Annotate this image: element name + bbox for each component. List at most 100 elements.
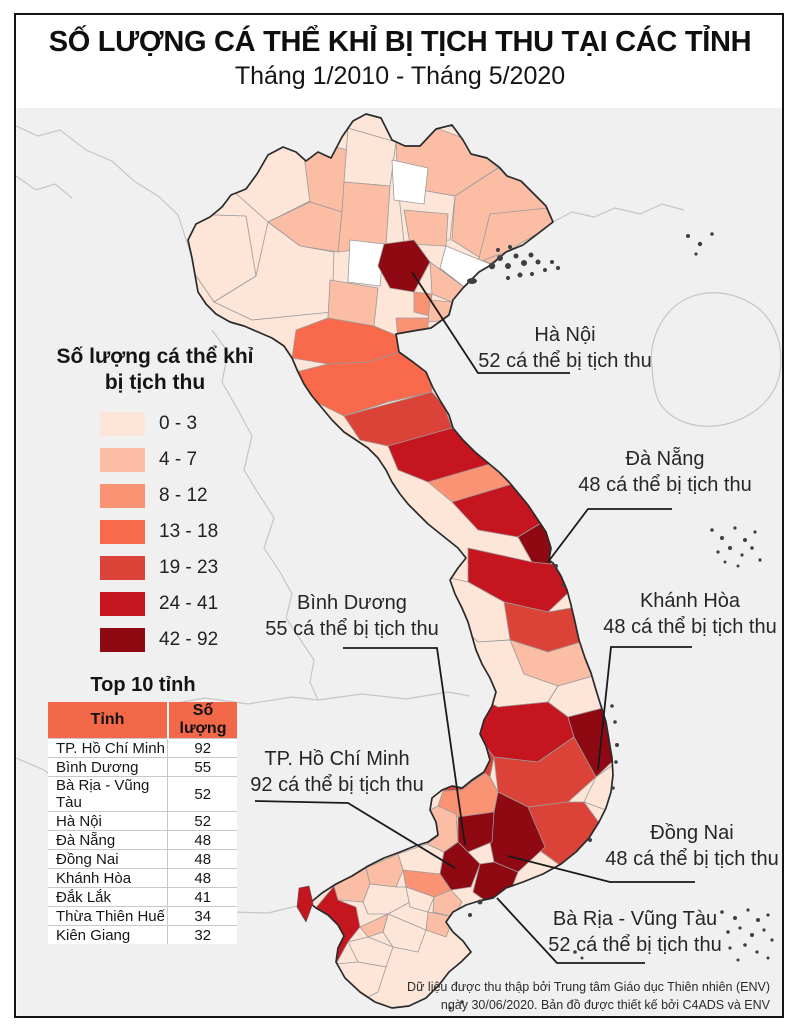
legend-row: 24 - 41 [55, 592, 255, 616]
phu-quoc-island [296, 885, 314, 923]
table-cell-province: Bình Dương [48, 757, 168, 777]
annotation-value: 55 cá thể bị tịch thu [265, 618, 439, 640]
legend-label: 13 - 18 [159, 521, 219, 542]
legend-swatch [100, 628, 145, 652]
table-cell-value: 52 [167, 811, 237, 831]
hoang-sa-islands [710, 526, 762, 568]
leader-danang [547, 508, 672, 563]
table-row: Bình Dương 55 [48, 757, 237, 777]
table-column-header: Tỉnh [48, 702, 168, 739]
annotation-tphcm: TP. Hồ Chí Minh 92 cá thể bị tịch thu [250, 746, 423, 798]
table-row: Đồng Nai 48 [48, 849, 237, 869]
table-cell-province: Kiên Giang [48, 925, 168, 944]
legend-row: 4 - 7 [55, 448, 255, 472]
table-row: Thừa Thiên Huế 34 [48, 906, 237, 926]
annotation-value: 52 cá thể bị tịch thu [478, 350, 652, 372]
coastal-islets [448, 564, 619, 1010]
leader-brvt [496, 897, 645, 964]
annotation-province: Đồng Nai [650, 822, 734, 844]
legend-swatch [100, 556, 145, 580]
legend-swatch [100, 484, 145, 508]
annotation-value: 52 cá thể bị tịch thu [548, 934, 722, 956]
table-cell-province: Bà Rịa - Vũng Tàu [48, 776, 168, 812]
province-hau-giang [359, 913, 389, 938]
annotation-binhduong: Bình Dương 55 cá thể bị tịch thu [265, 590, 438, 642]
leader-khanhhoa [597, 646, 692, 771]
annotation-khanhhoa: Khánh Hòa 48 cá thể bị tịch thu [603, 588, 776, 640]
table-cell-value: 34 [167, 906, 237, 926]
table-cell-province: Đắk Lắk [48, 887, 168, 907]
legend-title-line2: bị tịch thu [104, 371, 206, 394]
table-cell-province: Hà Nội [48, 811, 168, 831]
table-cell-province: Đồng Nai [48, 849, 168, 869]
page-title: SỐ LƯỢNG CÁ THỂ KHỈ BỊ TỊCH THU TẠI CÁC … [48, 26, 752, 58]
annotation-leader-lines [254, 271, 695, 964]
annotation-value: 48 cá thể bị tịch thu [603, 616, 777, 638]
china-coast-islets [686, 232, 714, 256]
table-row: TP. Hồ Chí Minh 92 [48, 738, 237, 758]
table-cell-value: 48 [167, 868, 237, 888]
legend-rows: 0 - 3 4 - 7 8 - 12 13 - 18 19 - 23 24 - 41 42 … [55, 412, 255, 652]
table-row: Đà Nẵng 48 [48, 830, 237, 850]
legend-swatch [100, 520, 145, 544]
footer-line1: Dữ liệu được thu thập bởi Trung tâm Giáo… [407, 980, 770, 994]
footer-line2: ngày 30/06/2020. Bản đồ được thiết kế bở… [440, 997, 770, 1012]
legend-row: 19 - 23 [55, 556, 255, 580]
table-cell-province: Khánh Hòa [48, 868, 168, 888]
annotation-dongnai: Đồng Nai 48 cá thể bị tịch thu [605, 820, 778, 872]
province-bac-lieu [347, 936, 394, 968]
table-cell-value: 55 [167, 757, 237, 777]
province-vinh-phuc [347, 239, 385, 287]
annotation-danang: Đà Nẵng 48 cá thể bị tịch thu [578, 446, 751, 498]
annotation-value: 48 cá thể bị tịch thu [605, 848, 779, 870]
legend-label: 0 - 3 [159, 413, 198, 434]
province-white-1 [391, 159, 429, 205]
legend-swatch [100, 412, 145, 436]
top10-table: Tỉnh Số lượng TP. Hồ Chí Minh 92 Bình Dương… [48, 702, 237, 944]
table-cell-value: 92 [167, 738, 237, 758]
leader-binhduong [343, 647, 466, 846]
table-header-row: Tỉnh Số lượng [48, 702, 237, 739]
table-row: Hà Nội 52 [48, 811, 237, 831]
table-row: Đắk Lắk 41 [48, 887, 237, 907]
annotation-province: Bà Rịa - Vũng Tàu [552, 908, 718, 930]
leader-dongnai [507, 855, 695, 883]
truong-sa-islands [720, 908, 774, 962]
annotation-hanoi: Hà Nội 52 cá thể bị tịch thu [478, 322, 651, 374]
legend-row: 42 - 92 [55, 628, 255, 652]
ha-long-bay-islands [467, 245, 560, 284]
legend-label: 19 - 23 [159, 557, 219, 578]
legend-swatch [100, 448, 145, 472]
province-tra-vinh [425, 911, 455, 938]
annotation-brvt: Bà Rịa - Vũng Tàu 52 cá thể bị tịch thu [548, 906, 721, 958]
table-column-header: Số lượng [166, 702, 237, 739]
table-row: Khánh Hòa 48 [48, 868, 237, 888]
annotation-value: 92 cá thể bị tịch thu [250, 774, 424, 796]
legend-title: Số lượng cá thể khỉ bị tịch thu [55, 344, 255, 396]
leader-hanoi [411, 271, 570, 374]
table-row: Bà Rịa - Vũng Tàu 52 [48, 776, 237, 812]
province-son-la [213, 221, 335, 321]
province-dong-nai [489, 791, 546, 873]
legend-row: 13 - 18 [55, 520, 255, 544]
legend-swatch [100, 592, 145, 616]
table-cell-province: Thừa Thiên Huế [48, 906, 168, 926]
annotation-province: Bình Dương [297, 592, 407, 614]
annotation-province: Hà Nội [534, 324, 596, 346]
annotation-province: Đà Nẵng [625, 448, 705, 470]
legend-label: 24 - 41 [159, 593, 219, 614]
table-cell-value: 48 [167, 830, 237, 850]
leader-tphcm [254, 800, 456, 869]
table-cell-province: Đà Nẵng [48, 830, 168, 850]
hainan-island-outline [650, 292, 782, 427]
table-cell-value: 32 [167, 925, 237, 944]
legend-label: 4 - 7 [159, 449, 198, 470]
table-cell-value: 52 [167, 776, 237, 812]
legend-row: 0 - 3 [55, 412, 255, 436]
table-cell-value: 48 [167, 849, 237, 869]
annotation-value: 48 cá thể bị tịch thu [578, 474, 752, 496]
province-binh-duong [457, 811, 495, 853]
legend-row: 8 - 12 [55, 484, 255, 508]
